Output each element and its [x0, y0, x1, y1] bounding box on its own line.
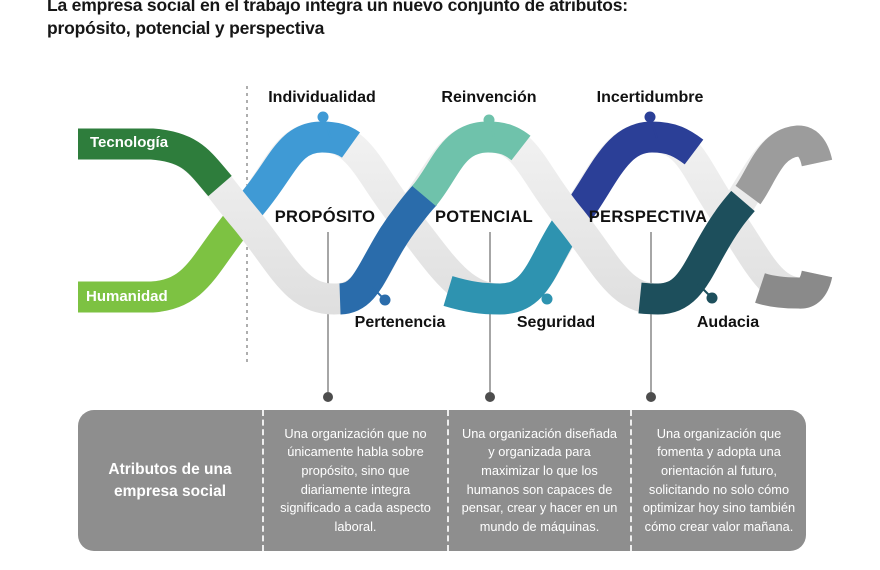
pin-dot-audacia-icon — [706, 292, 718, 304]
ribbon-tail-gray-bottom — [755, 270, 833, 309]
core-label-perspectiva: PERSPECTIVA — [588, 208, 708, 226]
ribbon-arc-individualidad — [238, 121, 361, 217]
bottom-label-audacia: Audacia — [696, 314, 760, 331]
core-label-potencial: POTENCIAL — [434, 208, 534, 226]
panel-card-proposito: Una organización que no únicamente habla… — [262, 410, 447, 551]
ribbon-arc-seguridad — [443, 215, 581, 315]
pin-dot-incertidumbre-icon — [644, 111, 656, 123]
ribbon-arc-audacia — [638, 190, 755, 315]
attributes-panel: Atributos de una empresa social Una orga… — [78, 410, 806, 551]
connector-dot-icon — [646, 392, 656, 402]
bottom-label-seguridad: Seguridad — [516, 314, 596, 331]
pin-dot-reinvencion-icon — [483, 114, 495, 126]
ribbon-arc-reinvencion — [411, 121, 531, 207]
ribbon-arc-pertenencia — [337, 183, 438, 315]
page-title: La empresa social en el trabajo integra … — [47, 0, 767, 40]
panel-card-text: Una organización que fomenta y adopta un… — [642, 425, 796, 534]
core-label-proposito: PROPÓSITO — [274, 208, 376, 226]
panel-card-text: Una organización que no únicamente habla… — [280, 425, 431, 534]
ribbon-tecnologia-green — [78, 128, 232, 197]
connector-dot-icon — [323, 392, 333, 402]
connector-dot-icon — [485, 392, 495, 402]
panel-card-text: Una organización diseñada y organizada p… — [461, 425, 618, 534]
panel-card-perspectiva: Una organización que fomenta y adopta un… — [630, 410, 806, 551]
page-title-line2: propósito, potencial y perspectiva — [47, 18, 325, 38]
pin-dot-seguridad-icon — [541, 293, 553, 305]
connector-dots — [323, 392, 656, 402]
panel-heading: Atributos de una empresa social — [108, 460, 232, 500]
strand-label-humanidad: Humanidad — [86, 288, 168, 305]
ribbon-arc-incertidumbre — [563, 121, 704, 225]
ribbon-tail-gray-top — [735, 125, 833, 205]
strand-label-tecnologia: Tecnología — [90, 134, 169, 151]
panel-heading-cell: Atributos de una empresa social — [78, 410, 262, 551]
top-label-reinvencion: Reinvención — [441, 89, 537, 106]
top-label-incertidumbre: Incertidumbre — [596, 89, 704, 106]
pin-dot-individualidad-icon — [317, 111, 329, 123]
top-label-individualidad: Individualidad — [268, 89, 376, 106]
panel-card-potencial: Una organización diseñada y organizada p… — [447, 410, 630, 551]
page-title-line1: La empresa social en el trabajo integra … — [47, 0, 628, 15]
ribbon-humanidad-green — [78, 207, 254, 313]
pin-dot-pertenencia-icon — [379, 294, 391, 306]
bottom-label-pertenencia: Pertenencia — [354, 314, 446, 331]
